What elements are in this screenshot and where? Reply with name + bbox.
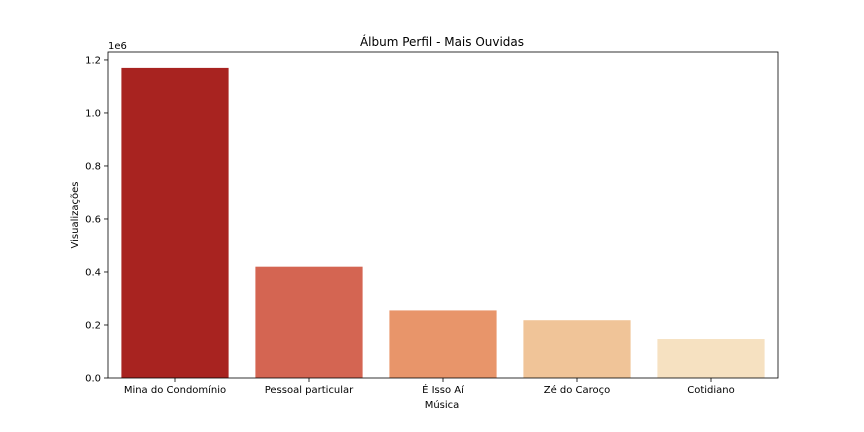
chart-title: Álbum Perfil - Mais Ouvidas (360, 34, 524, 49)
y-tick-label: 0.2 (85, 320, 101, 331)
bar-4 (523, 320, 631, 378)
x-tick-label: Mina do Condomínio (124, 384, 226, 396)
y-tick-label: 1.2 (85, 55, 101, 66)
y-tick-label: 0.6 (85, 214, 101, 225)
x-tick-label: Pessoal particular (265, 385, 354, 396)
x-axis-label: Música (425, 399, 460, 411)
y-scale-label: 1e6 (108, 41, 127, 52)
y-tick-label: 0.8 (85, 161, 101, 172)
y-tick-label: 0.4 (85, 267, 101, 278)
bar-5 (657, 339, 765, 378)
y-tick-label: 0.0 (85, 374, 101, 385)
bar-3 (389, 310, 497, 378)
bar-2 (255, 266, 363, 378)
x-tick-label: É Isso Aí (422, 383, 465, 396)
y-axis-label: Visualizações (70, 182, 81, 249)
bar-1 (121, 67, 229, 378)
x-axis-ticks: Mina do Condomínio Pessoal particular É Is… (124, 378, 735, 396)
x-tick-label: Zé do Caroço (544, 384, 611, 396)
x-tick-label: Cotidiano (687, 385, 735, 396)
bars-group (121, 67, 765, 378)
plot-frame (107, 51, 779, 379)
y-axis-ticks: 0.0 0.2 0.4 0.6 0.8 1.0 1.2 (85, 55, 108, 385)
y-tick-label: 1.0 (85, 108, 101, 119)
